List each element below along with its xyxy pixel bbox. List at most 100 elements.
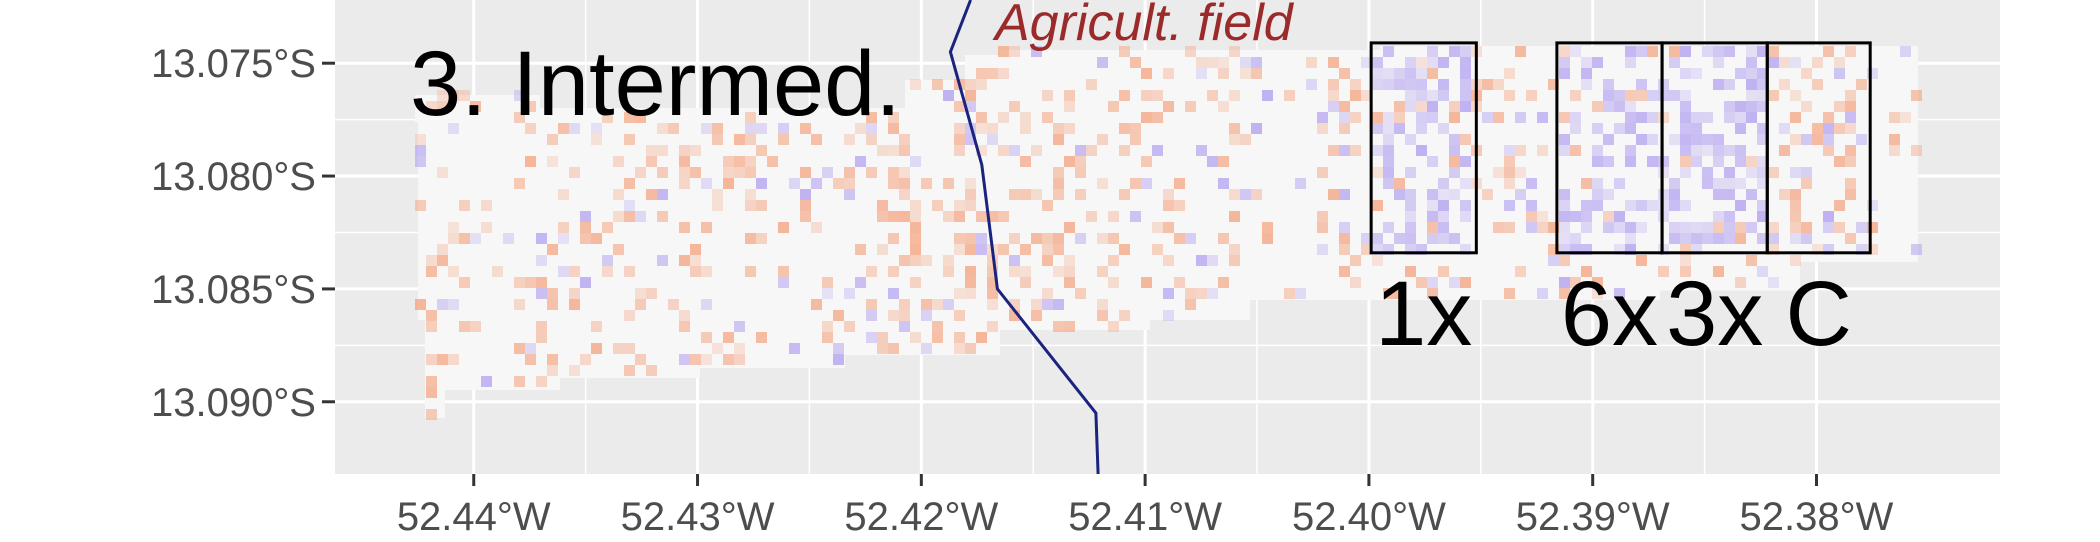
x-tick-label: 52.44°W — [397, 495, 551, 539]
raster-cell — [1691, 222, 1702, 233]
raster-cell — [426, 354, 437, 365]
raster-cell — [1339, 101, 1350, 112]
raster-cell — [1108, 277, 1119, 288]
y-axis: 13.075°S 13.080°S 13.085°S 13.090°S — [151, 42, 335, 425]
raster-cell — [1460, 79, 1471, 90]
raster-cell — [888, 112, 899, 123]
raster-cell — [1218, 101, 1229, 112]
raster-cell — [976, 123, 987, 134]
raster-cell — [1625, 233, 1636, 244]
raster-cell — [1592, 189, 1603, 200]
raster-cell — [1394, 68, 1405, 79]
raster-cell — [1790, 222, 1801, 233]
raster-cell — [1790, 134, 1801, 145]
raster-cell — [734, 321, 745, 332]
raster-cell — [1427, 222, 1438, 233]
raster-cell — [426, 409, 437, 420]
raster-cell — [1130, 178, 1141, 189]
raster-cell — [1559, 200, 1570, 211]
raster-cell — [448, 299, 459, 310]
raster-cell — [1427, 46, 1438, 57]
raster-cell — [1460, 178, 1471, 189]
raster-cell — [1911, 90, 1922, 101]
raster-cell — [1625, 156, 1636, 167]
raster-cell — [1812, 244, 1823, 255]
raster-cell — [646, 145, 657, 156]
raster-cell — [1427, 112, 1438, 123]
raster-cell — [1713, 145, 1724, 156]
raster-cell — [1383, 112, 1394, 123]
raster-cell — [1416, 277, 1427, 288]
raster-cell — [1691, 156, 1702, 167]
raster-cell — [866, 123, 877, 134]
raster-cell — [1603, 211, 1614, 222]
raster-cell — [514, 90, 525, 101]
raster-cell — [1570, 112, 1581, 123]
raster-cell — [679, 145, 690, 156]
raster-cell — [1746, 68, 1757, 79]
raster-cell — [1867, 244, 1878, 255]
raster-cell — [1207, 57, 1218, 68]
raster-cell — [1713, 134, 1724, 145]
raster-cell — [1812, 57, 1823, 68]
raster-cell — [514, 112, 525, 123]
raster-cell — [426, 101, 437, 112]
raster-cell — [1306, 79, 1317, 90]
raster-cell — [1625, 200, 1636, 211]
raster-cell — [1262, 233, 1273, 244]
raster-cell — [1724, 79, 1735, 90]
raster-cell — [1669, 46, 1680, 57]
raster-cell — [1856, 134, 1867, 145]
raster-cell — [657, 211, 668, 222]
raster-cell — [1570, 90, 1581, 101]
raster-cell — [1856, 79, 1867, 90]
raster-cell — [635, 167, 646, 178]
raster-cell — [1163, 189, 1174, 200]
raster-cell — [1647, 200, 1658, 211]
raster-cell — [1350, 255, 1361, 266]
raster-cell — [1383, 222, 1394, 233]
raster-cell — [1339, 112, 1350, 123]
raster-cell — [536, 321, 547, 332]
raster-cell — [1834, 123, 1845, 134]
raster-cell — [756, 145, 767, 156]
raster-cell — [1020, 123, 1031, 134]
raster-cell — [1372, 57, 1383, 68]
raster-cell — [1900, 112, 1911, 123]
raster-cell — [426, 255, 437, 266]
raster-cell — [1834, 200, 1845, 211]
raster-cell — [481, 222, 492, 233]
raster-cell — [1625, 222, 1636, 233]
raster-cell — [789, 343, 800, 354]
raster-cell — [1482, 79, 1493, 90]
raster-cell — [899, 255, 910, 266]
raster-cell — [1394, 79, 1405, 90]
raster-cell — [745, 156, 756, 167]
raster-cell — [624, 266, 635, 277]
raster-cell — [1405, 266, 1416, 277]
raster-cell — [1350, 112, 1361, 123]
raster-cell — [1702, 233, 1713, 244]
raster-cell — [1559, 244, 1570, 255]
raster-cell — [1053, 299, 1064, 310]
raster-cell — [1460, 46, 1471, 57]
raster-cell — [778, 123, 789, 134]
raster-cell — [1020, 277, 1031, 288]
raster-cell — [1614, 222, 1625, 233]
raster-cell — [1724, 112, 1735, 123]
raster-cell — [932, 79, 943, 90]
raster-cell — [1405, 222, 1416, 233]
raster-cell — [1064, 222, 1075, 233]
raster-cell — [1449, 134, 1460, 145]
raster-cell — [965, 189, 976, 200]
raster-cell — [481, 200, 492, 211]
raster-cell — [624, 310, 635, 321]
raster-cell — [1383, 145, 1394, 156]
raster-cell — [811, 222, 822, 233]
raster-cell — [1867, 68, 1878, 79]
raster-cell — [1636, 112, 1647, 123]
raster-cell — [1702, 46, 1713, 57]
raster-cell — [844, 134, 855, 145]
raster-cell — [1020, 156, 1031, 167]
raster-cell — [1372, 145, 1383, 156]
